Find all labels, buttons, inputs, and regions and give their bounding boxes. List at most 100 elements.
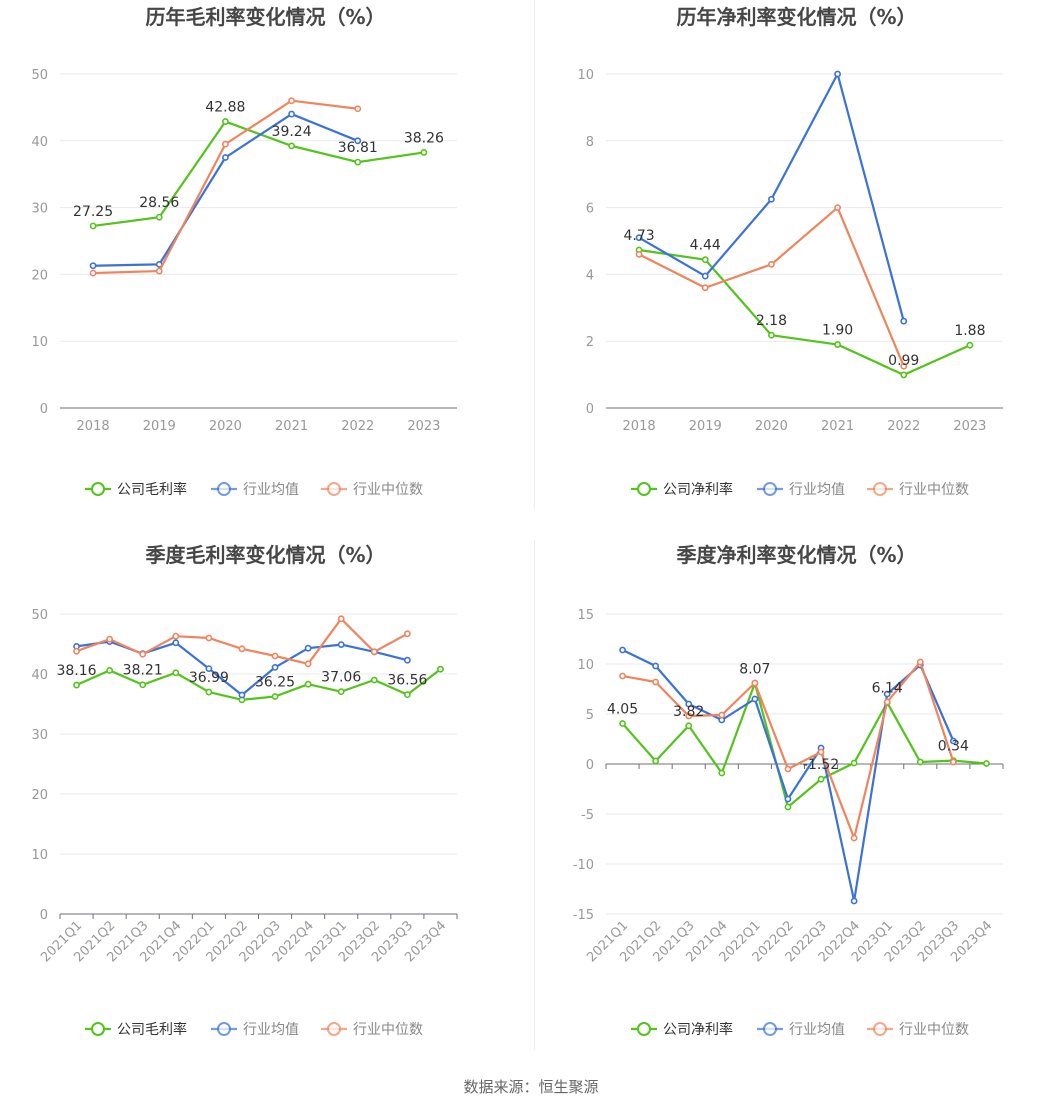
data-point-median xyxy=(635,250,643,258)
data-point-avg xyxy=(635,234,643,242)
data-label: 8.07 xyxy=(739,661,770,677)
legend-item-avg: 行业均值 xyxy=(211,482,299,498)
legend-item-median: 行业中位数 xyxy=(867,1022,969,1038)
x-tick-label: 2018 xyxy=(623,419,656,434)
data-point-company xyxy=(718,769,726,777)
y-tick-label: -10 xyxy=(573,858,594,873)
data-label: 38.26 xyxy=(404,130,444,146)
x-tick-label: 2018 xyxy=(77,419,110,434)
y-tick-label: 10 xyxy=(31,335,48,350)
data-point-company xyxy=(966,341,974,349)
chart-title: 历年净利率变化情况（%） xyxy=(676,5,916,29)
legend-marker-icon xyxy=(91,482,105,496)
data-point-company xyxy=(89,222,97,230)
legend-item-median: 行业中位数 xyxy=(321,482,423,498)
legend-label: 公司毛利率 xyxy=(117,1021,187,1038)
data-point-company xyxy=(403,691,411,699)
data-point-avg xyxy=(834,70,841,78)
data-point-median xyxy=(139,650,147,658)
data-point-company xyxy=(155,213,163,221)
y-tick-label: 0 xyxy=(40,402,48,417)
data-label: 27.25 xyxy=(73,204,113,220)
data-point-median xyxy=(900,362,908,370)
data-label: -1.52 xyxy=(803,757,839,773)
legend-marker-icon xyxy=(217,482,231,496)
series-line-company xyxy=(638,248,971,377)
y-tick-label: -15 xyxy=(573,908,594,923)
series-line-median xyxy=(638,206,905,367)
legend-item-avg: 行业均值 xyxy=(757,1022,845,1038)
quarterly-net-margin-chart: 季度净利率变化情况（%）-15-10-50510152021Q12021Q220… xyxy=(573,543,1004,1038)
data-point-median xyxy=(949,758,957,766)
data-point-company xyxy=(354,158,362,166)
data-point-avg xyxy=(652,662,660,670)
legend-item-median: 行业中位数 xyxy=(867,482,969,498)
data-point-median xyxy=(337,615,345,623)
data-label: 36.56 xyxy=(387,673,427,689)
data-point-avg xyxy=(685,700,693,708)
data-point-company xyxy=(983,760,990,767)
legend-label: 行业中位数 xyxy=(353,482,423,498)
data-point-median xyxy=(89,269,97,277)
data-point-median xyxy=(751,679,759,687)
data-point-median xyxy=(850,834,858,842)
data-point-company xyxy=(834,341,841,348)
data-point-company xyxy=(73,681,80,689)
y-tick-label: 20 xyxy=(31,788,48,803)
y-tick-label: 15 xyxy=(577,608,594,623)
series-line-median xyxy=(76,617,408,665)
data-point-company xyxy=(817,775,825,783)
x-tick-label: 2022 xyxy=(341,419,374,434)
data-point-median xyxy=(354,105,362,113)
data-point-median xyxy=(155,267,163,275)
x-tick-label: 2022 xyxy=(887,419,920,434)
data-point-company xyxy=(304,680,312,688)
data-point-median xyxy=(288,97,295,105)
data-point-company xyxy=(685,722,693,730)
annual-net-margin-chart: 历年净利率变化情况（%） 0 2 4 6 8 10 2018 2019 2020 2021 2022 2… xyxy=(577,5,1003,498)
data-point-avg xyxy=(354,137,362,145)
y-tick-label: 40 xyxy=(31,668,48,683)
data-point-company xyxy=(850,759,858,767)
series-line-median xyxy=(93,99,358,275)
legend-marker-icon xyxy=(763,1022,777,1036)
data-point-company xyxy=(784,803,792,811)
data-point-median xyxy=(817,748,825,756)
panel-divider-bottom xyxy=(534,540,535,1050)
data-point-avg xyxy=(89,262,97,270)
data-point-company xyxy=(106,666,114,674)
data-point-avg xyxy=(271,663,279,671)
legend-marker-icon xyxy=(763,482,777,496)
data-point-avg xyxy=(222,154,229,161)
legend-label: 行业中位数 xyxy=(899,482,969,498)
legend-marker-icon xyxy=(91,1022,105,1036)
y-tick-label: 10 xyxy=(577,68,594,83)
data-point-company xyxy=(205,688,213,696)
series-line-company xyxy=(621,682,987,809)
data-point-avg xyxy=(403,656,411,664)
chart-title: 季度净利率变化情况（%） xyxy=(675,543,916,567)
data-point-median xyxy=(106,635,114,643)
data-label: 0.34 xyxy=(938,739,969,755)
data-label: 1.90 xyxy=(822,323,853,339)
data-point-avg xyxy=(850,897,858,905)
data-point-avg xyxy=(883,690,891,698)
data-point-avg xyxy=(949,737,957,745)
legend-item-avg: 行业均值 xyxy=(211,1022,299,1038)
y-tick-label: 10 xyxy=(577,658,594,673)
data-label: 28.56 xyxy=(139,195,179,211)
legend-label: 行业中位数 xyxy=(353,1022,423,1038)
data-source-note: 数据来源：恒生聚源 xyxy=(463,1078,599,1096)
data-point-avg xyxy=(238,691,246,699)
legend-label: 公司净利率 xyxy=(663,481,733,498)
y-tick-label: 30 xyxy=(31,728,48,743)
x-tick-label: 2019 xyxy=(143,419,176,434)
y-tick-label: 50 xyxy=(31,608,48,623)
data-point-avg xyxy=(751,695,759,703)
data-point-company xyxy=(271,693,279,700)
x-tick-label: 2021 xyxy=(275,419,308,434)
y-tick-label: 4 xyxy=(586,268,594,283)
data-point-median xyxy=(916,658,924,666)
data-point-company xyxy=(222,118,229,125)
data-label: 36.81 xyxy=(338,140,378,156)
